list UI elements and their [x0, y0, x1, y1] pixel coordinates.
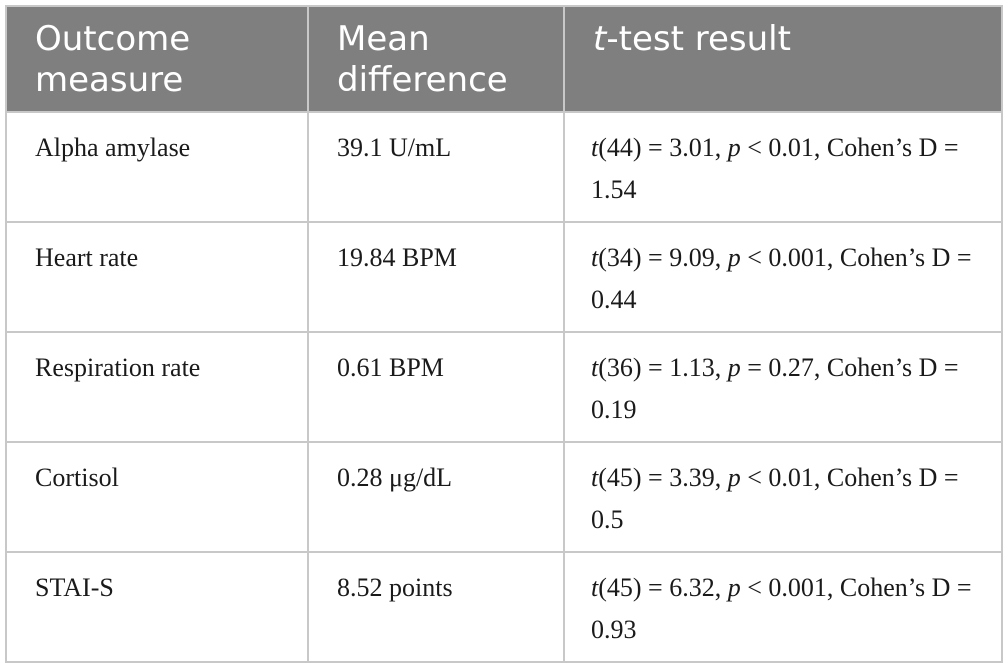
header-t-symbol: t	[593, 19, 607, 59]
p-symbol: p	[727, 573, 741, 602]
t-test-df: (45) = 3.39,	[598, 463, 728, 492]
cell-mean-difference: 0.61 BPM	[307, 331, 565, 443]
cell-t-test-result: t(45) = 6.32, p < 0.001, Cohen’s D = 0.9…	[563, 551, 1003, 663]
t-symbol: t	[591, 573, 599, 602]
header-mean-difference: Mean difference	[307, 5, 565, 113]
t-test-df: (34) = 9.09,	[598, 243, 728, 272]
t-symbol: t	[591, 463, 599, 492]
p-symbol: p	[727, 243, 741, 272]
cell-mean-difference: 39.1 U/mL	[307, 111, 565, 223]
cell-outcome-measure: Respiration rate	[5, 331, 309, 443]
results-table-container: Outcome measure Mean difference t-test r…	[5, 5, 1003, 663]
cell-t-test-result: t(45) = 3.39, p < 0.01, Cohen’s D = 0.5	[563, 441, 1003, 553]
t-symbol: t	[591, 133, 599, 162]
t-symbol: t	[591, 243, 599, 272]
t-test-p-effect: < 0.01, Cohen’s D = 0.5	[591, 463, 959, 534]
table-row: Cortisol 0.28 μg/dL t(45) = 3.39, p < 0.…	[5, 441, 1003, 553]
cell-t-test-result: t(34) = 9.09, p < 0.001, Cohen’s D = 0.4…	[563, 221, 1003, 333]
table-header-row: Outcome measure Mean difference t-test r…	[5, 5, 1003, 113]
results-table: Outcome measure Mean difference t-test r…	[5, 5, 1003, 663]
p-symbol: p	[727, 353, 741, 382]
table-row: Respiration rate 0.61 BPM t(36) = 1.13, …	[5, 331, 1003, 443]
t-test-df: (36) = 1.13,	[598, 353, 728, 382]
t-test-p-effect: < 0.001, Cohen’s D = 0.44	[591, 243, 972, 314]
cell-t-test-result: t(36) = 1.13, p = 0.27, Cohen’s D = 0.19	[563, 331, 1003, 443]
cell-outcome-measure: Alpha amylase	[5, 111, 309, 223]
header-outcome-measure: Outcome measure	[5, 5, 309, 113]
header-t-test-label: -test result	[606, 19, 791, 59]
cell-outcome-measure: STAI-S	[5, 551, 309, 663]
t-test-df: (44) = 3.01,	[598, 133, 728, 162]
cell-t-test-result: t(44) = 3.01, p < 0.01, Cohen’s D = 1.54	[563, 111, 1003, 223]
table-row: Alpha amylase 39.1 U/mL t(44) = 3.01, p …	[5, 111, 1003, 223]
cell-mean-difference: 19.84 BPM	[307, 221, 565, 333]
t-test-p-effect: < 0.01, Cohen’s D = 1.54	[591, 133, 959, 204]
p-symbol: p	[727, 463, 741, 492]
cell-outcome-measure: Heart rate	[5, 221, 309, 333]
cell-outcome-measure: Cortisol	[5, 441, 309, 553]
header-t-test-result: t-test result	[563, 5, 1003, 113]
t-test-p-effect: = 0.27, Cohen’s D = 0.19	[591, 353, 959, 424]
t-test-df: (45) = 6.32,	[598, 573, 728, 602]
table-row: Heart rate 19.84 BPM t(34) = 9.09, p < 0…	[5, 221, 1003, 333]
cell-mean-difference: 0.28 μg/dL	[307, 441, 565, 553]
table-row: STAI-S 8.52 points t(45) = 6.32, p < 0.0…	[5, 551, 1003, 663]
cell-mean-difference: 8.52 points	[307, 551, 565, 663]
p-symbol: p	[727, 133, 741, 162]
t-symbol: t	[591, 353, 599, 382]
